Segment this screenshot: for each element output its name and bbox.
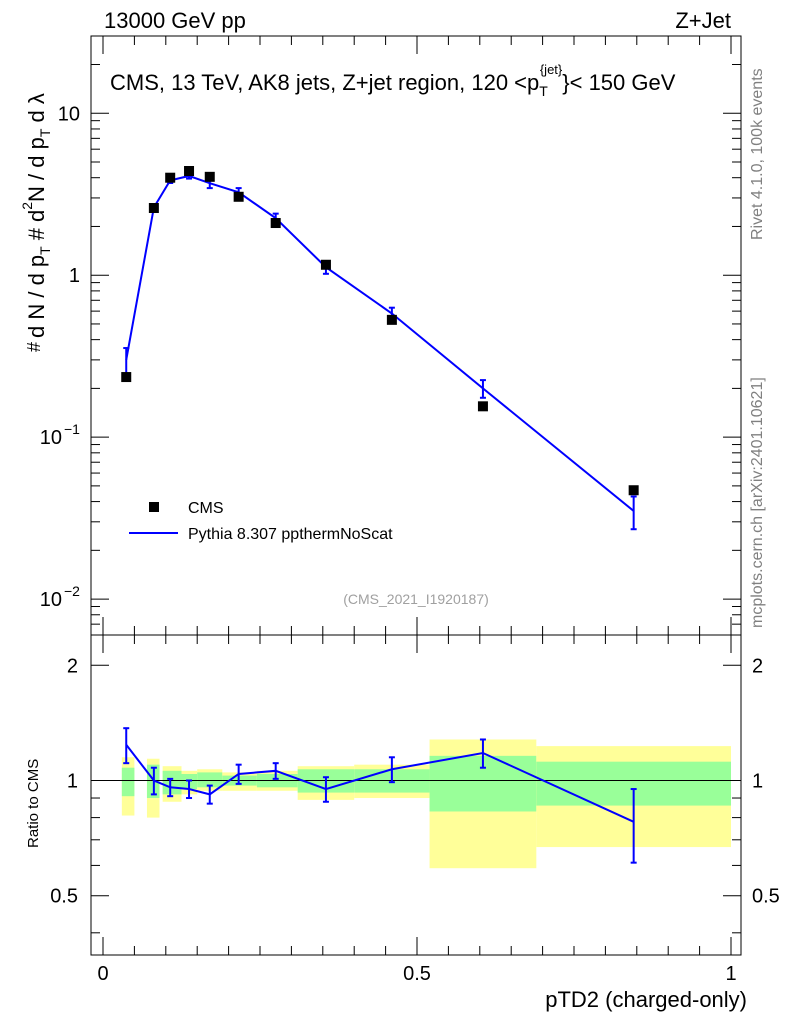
y-tick-label: 1 [69, 265, 80, 287]
data-point [386, 314, 397, 325]
legend-data-label: CMS [188, 500, 224, 517]
main-frame [90, 35, 742, 636]
data-point [233, 191, 244, 202]
ratio-frame [90, 634, 742, 956]
ratio-y-tick-label: 2 [67, 655, 78, 677]
data-point [184, 166, 195, 177]
data-point [320, 259, 331, 270]
ratio-panel: 0 0.5 1 0.5 0.5 1 1 2 2 [50, 634, 780, 985]
legend: CMS Pythia 8.307 ppthermNoScat [129, 500, 393, 543]
y-label-frac-lhs: d N / d p [24, 255, 49, 338]
analysis-watermark: (CMS_2021_I1920187) [343, 591, 489, 607]
chart-title: CMS, 13 TeV, AK8 jets, Z+jet region, 120… [110, 62, 676, 99]
x-tick-label: 1 [725, 963, 736, 985]
ratio-band-inner [121, 767, 135, 797]
mc-series-line [125, 174, 635, 512]
y-label-hash-1: # [24, 342, 44, 352]
ratio-y-tick-label-right: 2 [752, 655, 763, 677]
ratio-y-tick-label: 0.5 [50, 886, 78, 908]
chart-title-sub: T [539, 83, 548, 99]
x-tick-label: 0.5 [403, 963, 431, 985]
chart-title-sup: {jet} [540, 62, 563, 77]
data-point [165, 172, 176, 183]
y-tick-exponent: −1 [64, 421, 80, 437]
header-collision: 13000 GeV pp [104, 8, 246, 33]
x-tick-label: 0 [97, 963, 108, 985]
data-point [121, 372, 132, 383]
y-tick-label: 10 [40, 589, 62, 611]
chart-title-tail: }< 150 GeV [562, 70, 675, 95]
data-point [148, 203, 159, 214]
svg-text:#d N / d pT#d2N / d pT d λ: #d N / d pT#d2N / d pT d λ [19, 93, 53, 352]
ratio-y-tick-label: 1 [67, 771, 78, 793]
data-point [628, 485, 639, 496]
header-process: Z+Jet [675, 8, 731, 33]
y-axis-label: #d N / d pT#d2N / d pT d λ [19, 93, 53, 352]
x-axis-label: pTD2 (charged-only) [545, 987, 747, 1012]
ratio-y-tick-label-right: 0.5 [752, 886, 780, 908]
ratio-y-label: Ratio to CMS [25, 759, 42, 848]
ratio-y-tick-label-right: 1 [752, 771, 763, 793]
ratio-band-inner [162, 770, 182, 795]
data-point [204, 171, 215, 182]
legend-data-marker [149, 502, 159, 512]
ratio-band-inner [197, 772, 223, 788]
rivet-version-label: Rivet 4.1.0, 100k events [749, 68, 766, 240]
legend-mc-label: Pythia 8.307 ppthermNoScat [188, 526, 393, 543]
chart-title-main: CMS, 13 TeV, AK8 jets, Z+jet region, 120… [110, 70, 539, 95]
y-tick-exponent: −2 [64, 583, 80, 599]
y-tick-label: 10 [58, 103, 80, 125]
data-point [270, 218, 281, 229]
data-point [477, 401, 488, 412]
y-tick-label: 10 [40, 427, 62, 449]
source-label: mcplots.cern.ch [arXiv:2401.10621] [749, 377, 766, 628]
